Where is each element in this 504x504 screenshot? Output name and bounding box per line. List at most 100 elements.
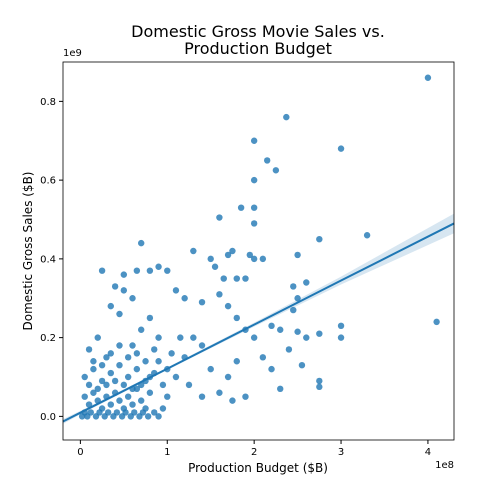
- y-tick-label: 0.8: [40, 97, 56, 108]
- point: [250, 137, 258, 144]
- point: [124, 373, 132, 381]
- y-tick-label: 0.6: [40, 176, 56, 187]
- point: [316, 235, 323, 243]
- point: [185, 381, 193, 389]
- point: [290, 283, 297, 290]
- x-tick-label: 3: [338, 447, 344, 458]
- point: [120, 381, 128, 389]
- point: [151, 409, 158, 416]
- point: [96, 409, 103, 416]
- point: [198, 393, 206, 400]
- regression-line: [62, 222, 455, 423]
- point: [220, 275, 227, 282]
- point: [146, 314, 154, 322]
- point: [172, 287, 180, 294]
- point: [272, 167, 280, 174]
- point: [283, 113, 290, 121]
- x-offset-label: 1e8: [435, 460, 454, 471]
- point: [142, 358, 149, 365]
- point: [424, 74, 432, 81]
- point: [242, 275, 249, 282]
- point: [190, 247, 197, 255]
- point: [285, 346, 293, 353]
- point: [316, 377, 323, 385]
- point: [155, 413, 162, 420]
- point: [263, 157, 271, 164]
- point: [138, 397, 145, 404]
- x-axis-label: Production Budget ($B): [188, 461, 328, 475]
- point: [259, 255, 267, 263]
- point: [81, 373, 88, 381]
- x-tick-label: 2: [251, 447, 257, 458]
- point: [250, 176, 258, 184]
- point: [303, 279, 310, 286]
- y-tick-label: 0.4: [40, 254, 56, 265]
- point: [159, 381, 167, 389]
- point: [164, 393, 171, 400]
- point: [103, 381, 110, 389]
- x-tick-label: 1: [164, 447, 170, 458]
- point: [139, 409, 147, 416]
- y-tick-label: 0.2: [40, 333, 56, 344]
- point: [224, 373, 232, 381]
- point: [250, 255, 258, 263]
- point: [107, 350, 114, 357]
- point: [303, 334, 310, 341]
- point: [85, 381, 93, 389]
- point: [233, 275, 240, 282]
- point: [216, 389, 223, 396]
- point: [337, 145, 345, 152]
- point: [144, 413, 152, 420]
- point: [133, 350, 141, 357]
- y-offset-label: 1e9: [63, 48, 82, 59]
- point: [146, 267, 154, 274]
- point: [433, 318, 440, 326]
- point: [159, 405, 167, 412]
- point: [190, 334, 197, 341]
- point: [198, 298, 206, 306]
- point: [233, 314, 240, 322]
- point: [98, 377, 106, 385]
- point: [120, 287, 128, 294]
- point: [207, 365, 214, 373]
- point: [224, 302, 232, 310]
- point: [107, 401, 114, 408]
- point: [116, 397, 123, 404]
- point: [129, 295, 136, 302]
- point: [316, 330, 323, 337]
- point: [98, 267, 106, 274]
- point: [90, 365, 97, 373]
- point: [181, 295, 188, 302]
- point: [94, 385, 101, 393]
- point: [198, 342, 206, 349]
- point: [298, 361, 306, 369]
- point: [133, 267, 141, 274]
- point: [250, 204, 258, 211]
- point: [237, 204, 245, 211]
- point: [259, 354, 267, 361]
- point: [107, 302, 114, 310]
- point: [177, 334, 184, 341]
- point: [294, 328, 301, 335]
- x-tick-label: 0: [77, 447, 83, 458]
- point: [216, 214, 223, 221]
- point: [268, 365, 275, 373]
- point: [129, 342, 136, 349]
- point: [277, 326, 284, 333]
- point: [124, 393, 132, 400]
- point: [129, 401, 136, 408]
- point: [250, 334, 258, 341]
- point: [116, 342, 123, 349]
- point: [90, 389, 97, 396]
- y-tick-label: 0.0: [40, 412, 56, 423]
- point: [124, 354, 132, 361]
- point: [146, 389, 154, 396]
- point: [155, 334, 162, 341]
- point: [131, 409, 138, 416]
- point: [229, 247, 236, 255]
- point: [155, 263, 162, 270]
- chart-title: Production Budget: [184, 39, 332, 58]
- point: [337, 334, 345, 341]
